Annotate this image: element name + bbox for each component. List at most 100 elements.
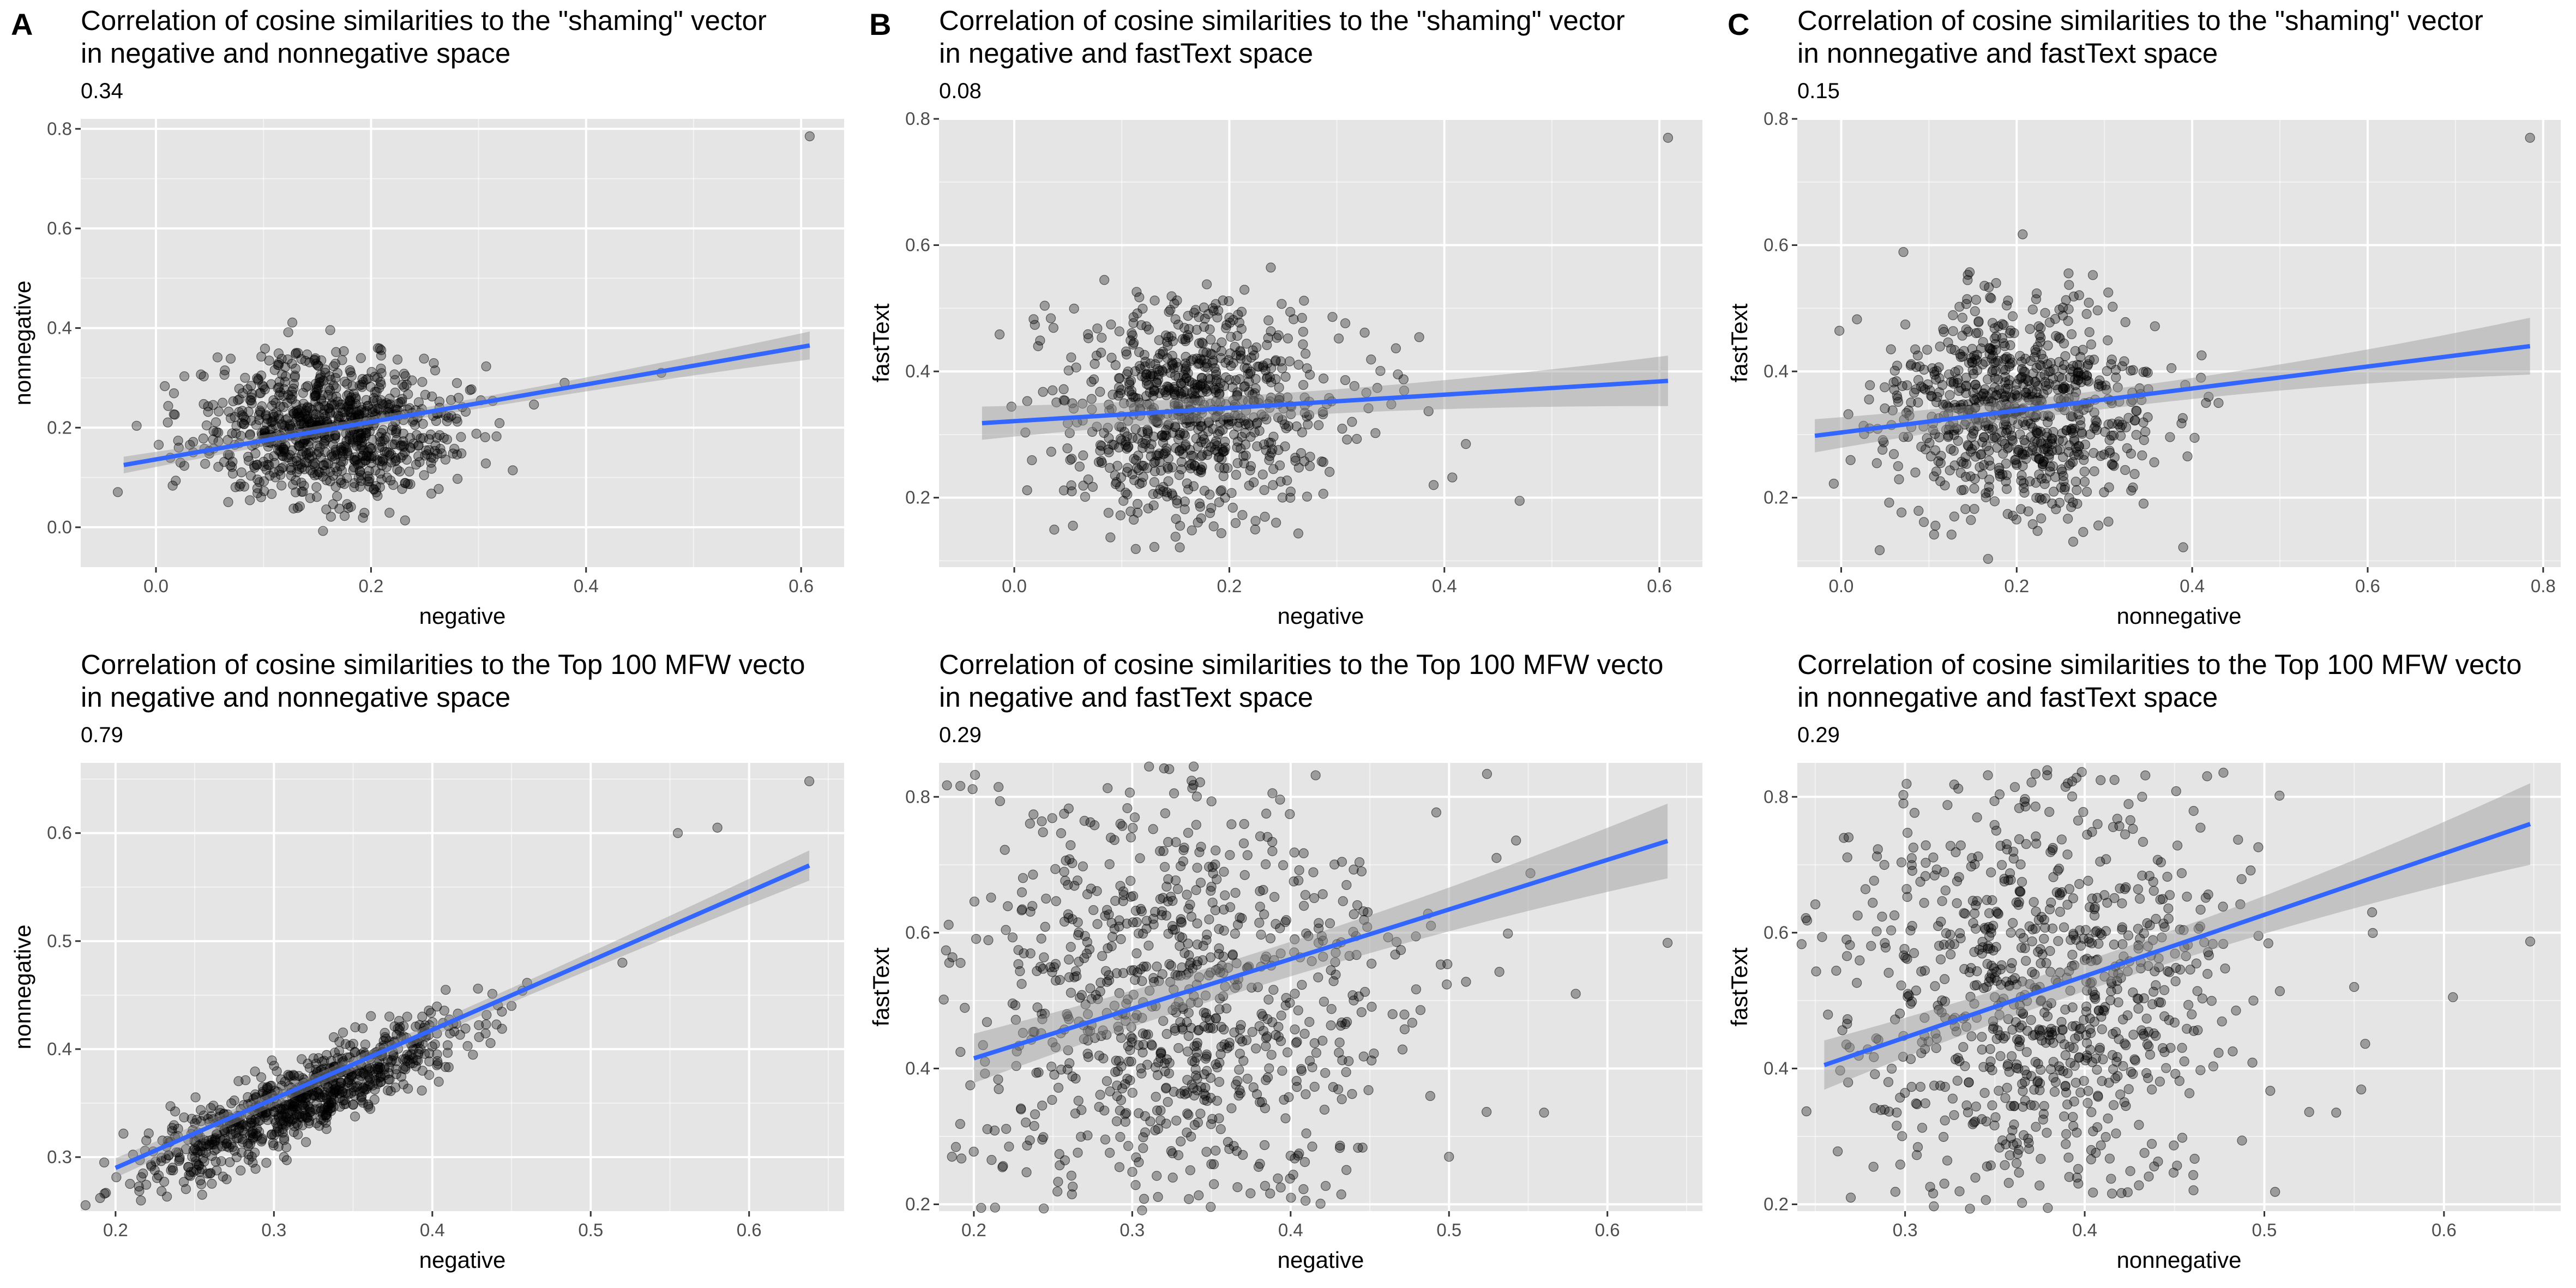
data-point <box>414 1020 425 1031</box>
data-point <box>1229 1027 1239 1038</box>
data-point <box>1157 430 1167 441</box>
data-point <box>2126 485 2136 496</box>
data-point <box>149 1165 160 1176</box>
data-point <box>2138 498 2149 509</box>
data-point <box>256 1072 267 1082</box>
data-point <box>2048 461 2059 472</box>
data-point <box>1285 809 1295 820</box>
data-point <box>234 394 245 405</box>
data-point <box>275 470 286 480</box>
data-point <box>1047 1094 1057 1105</box>
chart-title-line-1: Correlation of cosine similarities to th… <box>1797 5 2483 36</box>
data-point <box>2036 473 2047 484</box>
data-point <box>1115 510 1126 521</box>
data-point <box>1971 1102 1981 1112</box>
data-point <box>1148 913 1159 924</box>
data-point <box>417 1066 428 1076</box>
data-point <box>138 1168 148 1179</box>
data-point <box>2014 1167 2024 1178</box>
data-point <box>1175 1088 1186 1099</box>
data-point <box>1223 412 1233 423</box>
data-point <box>1250 383 1261 394</box>
data-point <box>1194 1025 1204 1035</box>
data-point <box>1098 1053 1109 1064</box>
data-point <box>1195 1109 1206 1119</box>
data-point <box>1966 353 1976 364</box>
data-point <box>372 1079 383 1089</box>
data-point <box>408 438 419 449</box>
data-point <box>1080 931 1090 941</box>
data-point <box>1278 860 1289 870</box>
data-point <box>2031 492 2042 503</box>
data-point <box>1235 1024 1245 1034</box>
data-point <box>1018 873 1028 883</box>
data-point <box>1333 1084 1344 1094</box>
y-tick-label: 0.4 <box>1764 1058 1789 1078</box>
data-point <box>2056 1017 2067 1027</box>
data-point <box>1063 365 1074 376</box>
data-point <box>1118 890 1129 900</box>
data-point <box>1150 456 1160 467</box>
data-point <box>2092 305 2103 316</box>
data-point <box>2142 918 2152 929</box>
data-point <box>273 360 284 370</box>
data-point <box>1216 528 1226 538</box>
data-point <box>2176 868 2187 878</box>
data-point <box>328 499 338 509</box>
data-point <box>333 1052 343 1063</box>
data-point <box>2040 377 2050 387</box>
data-point <box>146 1161 157 1172</box>
data-point <box>2065 372 2075 383</box>
data-point <box>2137 450 2147 461</box>
data-point <box>413 1056 423 1066</box>
data-point <box>1123 1141 1134 1151</box>
data-point <box>1216 346 1227 356</box>
data-point <box>1063 913 1074 923</box>
data-point <box>441 985 451 995</box>
data-point <box>252 474 263 485</box>
data-point <box>1016 887 1027 898</box>
data-point <box>1188 354 1199 365</box>
data-point <box>1214 497 1224 508</box>
data-point <box>1120 1109 1130 1120</box>
data-point <box>391 1056 401 1067</box>
data-point <box>1141 961 1152 972</box>
data-point <box>1028 869 1038 880</box>
data-point <box>1092 919 1103 929</box>
data-point <box>1123 366 1133 377</box>
data-point <box>1161 443 1172 454</box>
data-point <box>206 1168 216 1178</box>
data-point <box>1170 422 1181 432</box>
data-point <box>2178 542 2188 552</box>
data-point <box>1214 426 1225 437</box>
data-point <box>1930 981 1940 991</box>
data-point <box>350 412 360 423</box>
data-point <box>1981 1116 1991 1127</box>
data-point <box>1039 300 1050 311</box>
data-point <box>1082 937 1092 947</box>
confidence-band <box>123 331 810 474</box>
y-axis-title: fastText <box>868 947 894 1026</box>
data-point <box>1662 937 1673 948</box>
data-point <box>1982 1161 1992 1172</box>
data-point <box>1309 1081 1320 1092</box>
data-point <box>2026 432 2036 442</box>
data-point <box>308 468 318 478</box>
data-point <box>1399 1009 1410 1020</box>
data-point <box>2128 365 2138 375</box>
data-point <box>1178 856 1188 866</box>
data-point <box>2093 520 2104 531</box>
data-point <box>1796 939 1807 949</box>
data-point <box>1216 485 1227 496</box>
data-point <box>2071 387 2081 398</box>
data-point <box>1114 1025 1124 1036</box>
data-point <box>2031 410 2042 420</box>
data-point <box>1966 1031 1977 1042</box>
data-point <box>329 1048 340 1058</box>
data-point <box>1383 932 1393 943</box>
data-point <box>131 420 142 431</box>
data-point <box>1114 922 1124 932</box>
data-point <box>1093 457 1104 467</box>
data-point <box>2140 770 2151 781</box>
data-point <box>1250 524 1260 535</box>
